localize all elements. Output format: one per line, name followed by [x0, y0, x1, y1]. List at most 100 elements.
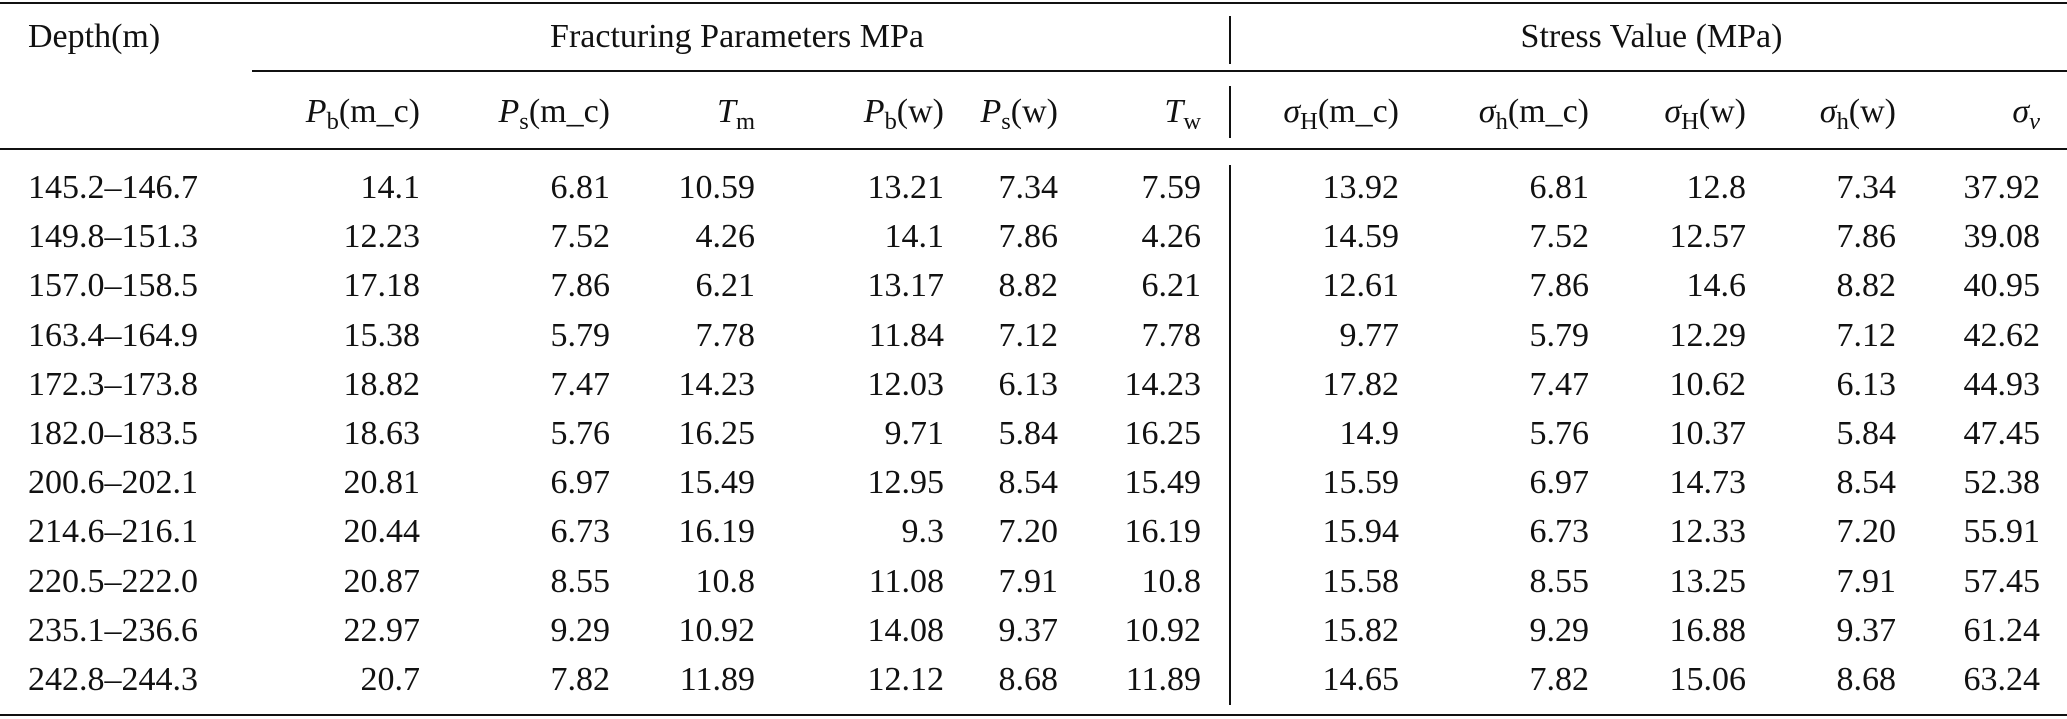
- value-cell: 17.18: [343, 267, 421, 305]
- value-cell: 7.86: [550, 267, 611, 305]
- value-cell: 7.78: [1141, 316, 1202, 354]
- value-cell: 15.38: [343, 316, 421, 354]
- value-cell: 15.49: [678, 464, 756, 502]
- value-cell: 9.37: [998, 611, 1059, 649]
- value-cell: 10.37: [1669, 415, 1747, 452]
- value-cell: 6.81: [1529, 169, 1590, 206]
- column-header: Ps(w): [980, 93, 1058, 135]
- value-cell: 13.21: [867, 169, 945, 206]
- value-cell: 7.52: [1529, 218, 1590, 256]
- value-cell: 15.82: [1322, 611, 1400, 649]
- value-cell: 11.89: [1125, 661, 1201, 698]
- column-header: σH(m_c): [1283, 93, 1399, 135]
- value-cell: 6.13: [998, 365, 1059, 403]
- value-cell: 11.89: [679, 661, 755, 698]
- value-cell: 6.21: [1141, 267, 1202, 305]
- value-cell: 5.79: [550, 316, 611, 354]
- value-cell: 20.44: [343, 513, 421, 551]
- value-cell: 12.61: [1322, 267, 1400, 305]
- value-cell: 61.24: [1963, 611, 2041, 649]
- value-cell: 5.84: [998, 415, 1059, 452]
- value-cell: 15.49: [1124, 464, 1202, 502]
- value-cell: 9.71: [884, 415, 945, 452]
- value-cell: 37.92: [1963, 169, 2041, 206]
- value-cell: 7.59: [1141, 169, 1202, 206]
- depth-cell: 145.2–146.7: [28, 169, 198, 206]
- depth-cell: 242.8–244.3: [28, 661, 198, 698]
- value-cell: 16.25: [1124, 415, 1202, 452]
- group-separator-top: [1229, 16, 1231, 64]
- value-cell: 20.87: [343, 562, 421, 600]
- value-cell: 16.25: [678, 415, 756, 452]
- value-cell: 9.29: [550, 611, 611, 649]
- value-cell: 13.17: [867, 267, 945, 305]
- value-cell: 52.38: [1963, 464, 2041, 502]
- depth-header: Depth(m): [28, 18, 161, 55]
- value-cell: 12.57: [1669, 218, 1747, 256]
- column-header: Tm: [717, 93, 755, 135]
- group-header-fracturing: Fracturing Parameters MPa: [550, 18, 924, 55]
- value-cell: 57.45: [1963, 562, 2041, 600]
- value-cell: 14.23: [1124, 365, 1202, 403]
- value-cell: 15.94: [1322, 513, 1400, 551]
- value-cell: 10.8: [1141, 562, 1202, 600]
- value-cell: 9.77: [1339, 316, 1400, 354]
- value-cell: 55.91: [1963, 513, 2041, 551]
- value-cell: 39.08: [1963, 218, 2041, 256]
- group-rule: [252, 70, 2067, 72]
- value-cell: 10.62: [1669, 365, 1747, 403]
- value-cell: 12.12: [867, 661, 945, 698]
- value-cell: 12.33: [1669, 513, 1747, 551]
- value-cell: 42.62: [1963, 316, 2041, 354]
- column-header: σv: [2012, 93, 2040, 135]
- value-cell: 7.20: [1836, 513, 1897, 551]
- value-cell: 16.19: [1124, 513, 1202, 551]
- value-cell: 6.81: [550, 169, 611, 206]
- value-cell: 7.34: [998, 169, 1059, 206]
- group-header-stress: Stress Value (MPa): [1520, 18, 1783, 55]
- header-rule: [0, 148, 2067, 150]
- column-header: Pb(m_c): [305, 93, 420, 135]
- value-cell: 7.86: [1836, 218, 1897, 256]
- value-cell: 15.59: [1322, 464, 1400, 502]
- value-cell: 6.73: [550, 513, 611, 551]
- value-cell: 22.97: [343, 611, 421, 649]
- group-separator-body: [1229, 165, 1231, 705]
- value-cell: 40.95: [1963, 267, 2041, 305]
- value-cell: 9.3: [901, 513, 945, 551]
- column-header: Ps(m_c): [498, 93, 611, 135]
- value-cell: 20.7: [360, 661, 421, 698]
- value-cell: 14.65: [1322, 661, 1400, 698]
- value-cell: 7.52: [550, 218, 611, 256]
- value-cell: 6.21: [695, 267, 756, 305]
- depth-cell: 214.6–216.1: [28, 513, 198, 551]
- value-cell: 6.97: [1529, 464, 1590, 502]
- value-cell: 12.29: [1669, 316, 1747, 354]
- value-cell: 8.55: [1529, 562, 1590, 600]
- value-cell: 6.97: [550, 464, 611, 502]
- value-cell: 10.8: [695, 562, 756, 600]
- depth-cell: 235.1–236.6: [28, 611, 198, 649]
- value-cell: 17.82: [1322, 365, 1400, 403]
- value-cell: 7.91: [998, 562, 1059, 600]
- value-cell: 14.59: [1322, 218, 1400, 256]
- value-cell: 14.23: [678, 365, 756, 403]
- top-rule: [0, 2, 2067, 4]
- value-cell: 10.92: [1124, 611, 1202, 649]
- value-cell: 14.6: [1686, 267, 1747, 305]
- value-cell: 63.24: [1963, 661, 2041, 698]
- value-cell: 15.06: [1669, 661, 1747, 698]
- value-cell: 16.88: [1669, 611, 1747, 649]
- bottom-rule: [0, 714, 2067, 716]
- value-cell: 12.95: [867, 464, 945, 502]
- value-cell: 5.76: [1529, 415, 1590, 452]
- value-cell: 8.54: [1836, 464, 1897, 502]
- value-cell: 14.9: [1339, 415, 1400, 452]
- value-cell: 14.08: [867, 611, 945, 649]
- column-header: σh(m_c): [1478, 93, 1589, 135]
- value-cell: 7.12: [998, 316, 1059, 354]
- value-cell: 47.45: [1963, 415, 2041, 452]
- value-cell: 7.47: [1529, 365, 1590, 403]
- depth-cell: 200.6–202.1: [28, 464, 198, 502]
- value-cell: 8.82: [1836, 267, 1897, 305]
